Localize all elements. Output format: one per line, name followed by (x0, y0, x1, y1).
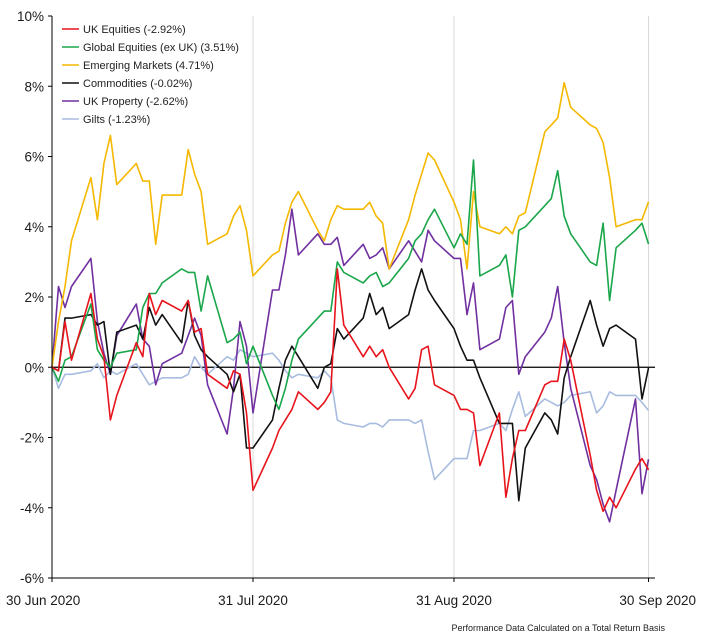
y-tick-label: -6% (20, 571, 44, 586)
legend-label: UK Property (-2.62%) (83, 96, 188, 108)
y-tick-label: -2% (20, 431, 44, 446)
series-lines (51, 81, 650, 523)
y-tick-label: 10% (17, 9, 44, 24)
axes (48, 15, 655, 582)
series-line (51, 268, 650, 513)
y-tick-label: 0% (24, 360, 44, 375)
legend-label: Commodities (-0.02%) (83, 78, 192, 90)
x-tick-labels: 30 Jun 2020 31 Jul 2020 31 Aug 2020 30 Sep … (6, 593, 696, 608)
legend: UK Equities (-2.92%) Global Equities (ex … (62, 24, 239, 126)
x-tick-label: 31 Jul 2020 (218, 593, 288, 608)
x-tick-label: 30 Jun 2020 (6, 593, 80, 608)
footnote: Performance Data Calculated on a Total R… (452, 623, 666, 633)
legend-label: Emerging Markets (4.71%) (83, 60, 214, 72)
legend-label: Gilts (-1.23%) (83, 114, 150, 126)
x-tick-label: 31 Aug 2020 (416, 593, 492, 608)
series-line (51, 81, 650, 368)
y-tick-label: 6% (24, 150, 44, 165)
y-tick-label: 2% (24, 290, 44, 305)
legend-label: UK Equities (-2.92%) (83, 24, 186, 36)
x-tick-label: 30 Sep 2020 (619, 593, 696, 608)
y-tick-labels: -6% -4% -2% 0% 2% 4% 6% 8% 10% (17, 9, 44, 586)
series-line (51, 268, 650, 502)
series-line (51, 348, 650, 481)
y-tick-label: -4% (20, 501, 44, 516)
y-tick-label: 8% (24, 79, 44, 94)
series-line (51, 208, 650, 523)
legend-label: Global Equities (ex UK) (3.51%) (83, 42, 239, 54)
y-tick-label: 4% (24, 220, 44, 235)
